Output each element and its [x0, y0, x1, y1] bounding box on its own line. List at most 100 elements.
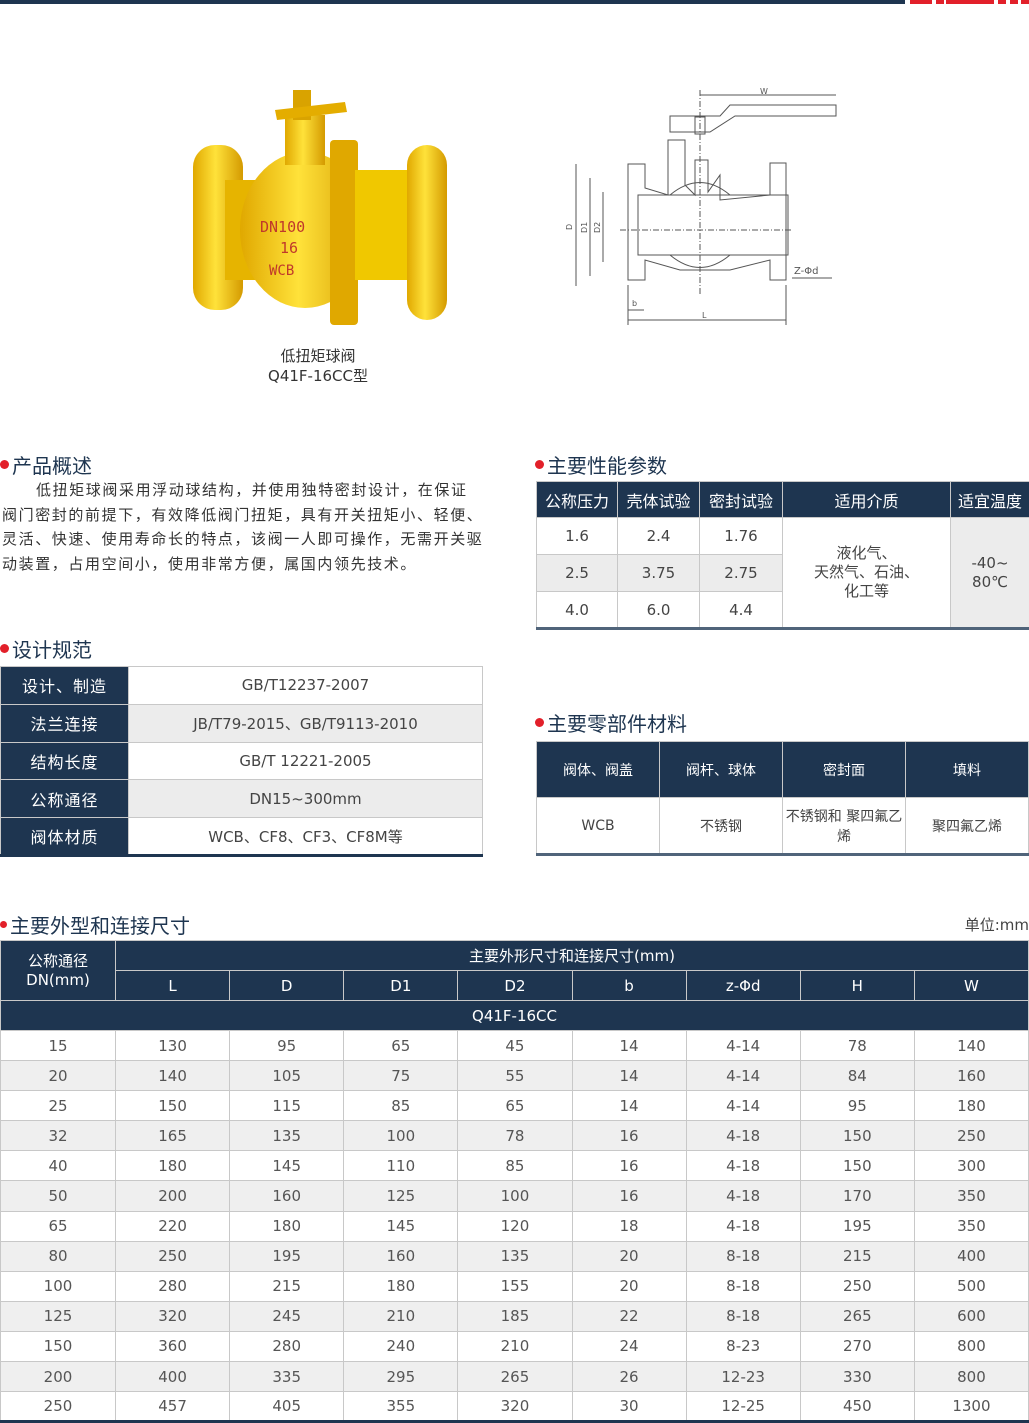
table-cell: 200	[114, 1180, 231, 1212]
spec-value: GB/T 12221-2005	[128, 741, 483, 781]
table-cell: 265	[799, 1300, 915, 1332]
table-cell: 160	[913, 1060, 1029, 1092]
table-cell: 125	[343, 1180, 459, 1212]
table-cell: 180	[343, 1270, 459, 1302]
spec-label: 设计、制造	[0, 666, 129, 705]
table-cell: 16	[571, 1150, 687, 1182]
table-cell: 16	[571, 1120, 687, 1152]
medium-line: 化工等	[843, 582, 889, 600]
header-bar	[0, 0, 905, 4]
table-cell: 400	[114, 1361, 231, 1393]
table-cell: 180	[229, 1210, 345, 1242]
table-cell: 110	[343, 1150, 459, 1182]
table-cell: 320	[457, 1391, 573, 1423]
column-header: D1	[343, 970, 459, 1001]
table-row: 结构长度 GB/T 12221-2005	[0, 741, 483, 781]
spec-label: 法兰连接	[0, 703, 129, 743]
column-header: 适宜温度	[950, 481, 1029, 518]
table-cell: 聚四氟乙烯	[905, 797, 1029, 855]
table-cell: 280	[114, 1270, 231, 1302]
table-cell: 84	[799, 1060, 915, 1092]
table-cell: 1.76	[699, 517, 783, 555]
table-cell: 4-14	[685, 1090, 801, 1122]
table-cell: 115	[229, 1090, 345, 1122]
table-cell: 160	[229, 1180, 345, 1212]
table-cell: 22	[571, 1300, 687, 1332]
section-title-design: 设计规范	[0, 634, 92, 663]
table-cell: 457	[114, 1391, 231, 1423]
table-cell: 220	[114, 1210, 231, 1242]
spec-label: 公称通径	[0, 779, 129, 819]
spec-value: WCB、CF8、CF3、CF8M等	[128, 817, 483, 856]
table-cell: 1.6	[536, 517, 618, 555]
table-cell: 14	[571, 1060, 687, 1092]
table-row: 15 130 95 65 45 14 4-14 78 140	[0, 1029, 1029, 1062]
spec-value: DN15~300mm	[128, 779, 483, 819]
table-cell: 2.5	[536, 554, 618, 592]
column-header: b	[571, 970, 687, 1001]
table-row: 1.6 2.4 1.76 液化气、 天然气、石油、 化工等 -40~ 80℃	[536, 517, 1029, 629]
header-accent	[1010, 0, 1018, 4]
table-cell: 600	[913, 1300, 1029, 1332]
table-cell: 240	[343, 1330, 459, 1363]
table-cell: 195	[799, 1210, 915, 1242]
table-cell: 360	[114, 1330, 231, 1363]
table-cell: 135	[457, 1240, 573, 1272]
table-row: 50 200 160 125 100 16 4-18 170 350	[0, 1180, 1029, 1212]
spec-label: 阀体材质	[0, 817, 129, 856]
table-cell: 245	[229, 1300, 345, 1332]
drawing-label-d1: D1	[580, 222, 589, 233]
table-cell: 150	[799, 1150, 915, 1182]
table-cell: 250	[913, 1120, 1029, 1152]
column-header: 密封试验	[699, 481, 783, 518]
section-title-materials: 主要零部件材料	[535, 708, 687, 737]
column-header: W	[913, 970, 1029, 1001]
temperature-line: -40~	[971, 553, 1009, 572]
table-cell: 350	[913, 1180, 1029, 1212]
table-cell: 145	[229, 1150, 345, 1182]
table-cell: 210	[457, 1330, 573, 1363]
table-cell: 14	[571, 1029, 687, 1062]
product-caption-model: Q41F-16CC型	[268, 367, 368, 385]
column-header: 填料	[905, 741, 1029, 798]
table-cell: 405	[229, 1391, 345, 1423]
table-cell: 135	[229, 1120, 345, 1152]
table-cell: 250	[114, 1240, 231, 1272]
table-cell: 4-14	[685, 1060, 801, 1092]
table-cell: 150	[799, 1120, 915, 1152]
section-title-text: 主要外型和连接尺寸	[10, 914, 190, 938]
table-cell: 15	[0, 1029, 116, 1062]
table-cell: 200	[0, 1361, 116, 1393]
table-cell: 195	[229, 1240, 345, 1272]
table-cell: 78	[799, 1029, 915, 1062]
photo-marking: DN100	[260, 218, 305, 236]
section-title-text: 主要零部件材料	[547, 712, 687, 736]
table-cell: 不锈钢	[659, 797, 783, 855]
table-row: 法兰连接 JB/T79-2015、GB/T9113-2010	[0, 703, 483, 743]
table-row: 公称通径 DN15~300mm	[0, 779, 483, 819]
column-header: 公称压力	[536, 481, 618, 518]
table-cell: 78	[457, 1120, 573, 1152]
table-row: 125 320 245 210 185 22 8-18 265 600	[0, 1300, 1029, 1332]
bullet-icon	[0, 921, 7, 928]
table-cell: 100	[343, 1120, 459, 1152]
table-cell: 20	[0, 1060, 116, 1092]
table-cell: 20	[571, 1270, 687, 1302]
table-row: 150 360 280 240 210 24 8-23 270 800	[0, 1330, 1029, 1363]
table-row: 设计、制造 GB/T12237-2007	[0, 666, 483, 705]
dn-header: 公称通径 DN(mm)	[0, 940, 116, 1001]
table-row: 20 140 105 75 55 14 4-14 84 160	[0, 1060, 1029, 1092]
table-cell: 4-14	[685, 1029, 801, 1062]
table-cell: 16	[571, 1180, 687, 1212]
table-cell: 270	[799, 1330, 915, 1363]
table-cell: 140	[913, 1029, 1029, 1062]
drawing-label-w: W	[760, 87, 768, 96]
table-cell: 2.4	[617, 517, 700, 555]
product-caption-name: 低扭矩球阀	[280, 347, 356, 365]
drawing-label-zd: Z-Φd	[794, 266, 819, 277]
table-cell: 4-18	[685, 1150, 801, 1182]
table-row: 200 400 335 295 265 26 12-23 330 800	[0, 1361, 1029, 1393]
dimensions-table: 公称通径 DN(mm) 主要外形尺寸和连接尺寸(mm) L D D1 D2 b z-Φd H W…	[0, 940, 1029, 1423]
table-cell: 185	[457, 1300, 573, 1332]
valve-drawing: W D D1 D2 Z-Φd b L	[565, 87, 837, 325]
